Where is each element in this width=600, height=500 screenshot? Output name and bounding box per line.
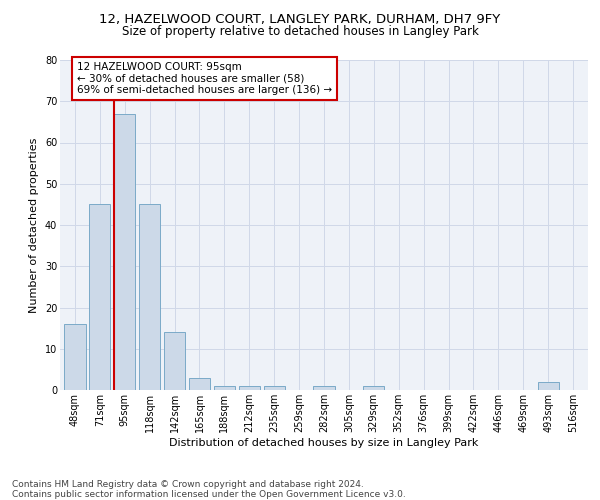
Bar	[363, 386, 385, 390]
Bar	[263, 386, 285, 390]
Text: Contains HM Land Registry data © Crown copyright and database right 2024.
Contai: Contains HM Land Registry data © Crown c…	[12, 480, 406, 499]
Bar	[139, 204, 160, 390]
Bar	[164, 332, 185, 390]
X-axis label: Distribution of detached houses by size in Langley Park: Distribution of detached houses by size …	[169, 438, 479, 448]
Bar	[239, 386, 260, 390]
Bar	[214, 386, 235, 390]
Text: 12, HAZELWOOD COURT, LANGLEY PARK, DURHAM, DH7 9FY: 12, HAZELWOOD COURT, LANGLEY PARK, DURHA…	[100, 12, 500, 26]
Bar	[89, 204, 110, 390]
Bar	[313, 386, 335, 390]
Bar	[64, 324, 86, 390]
Text: Size of property relative to detached houses in Langley Park: Size of property relative to detached ho…	[122, 25, 478, 38]
Y-axis label: Number of detached properties: Number of detached properties	[29, 138, 39, 312]
Text: 12 HAZELWOOD COURT: 95sqm
← 30% of detached houses are smaller (58)
69% of semi-: 12 HAZELWOOD COURT: 95sqm ← 30% of detac…	[77, 62, 332, 96]
Bar	[538, 382, 559, 390]
Bar	[114, 114, 136, 390]
Bar	[189, 378, 210, 390]
